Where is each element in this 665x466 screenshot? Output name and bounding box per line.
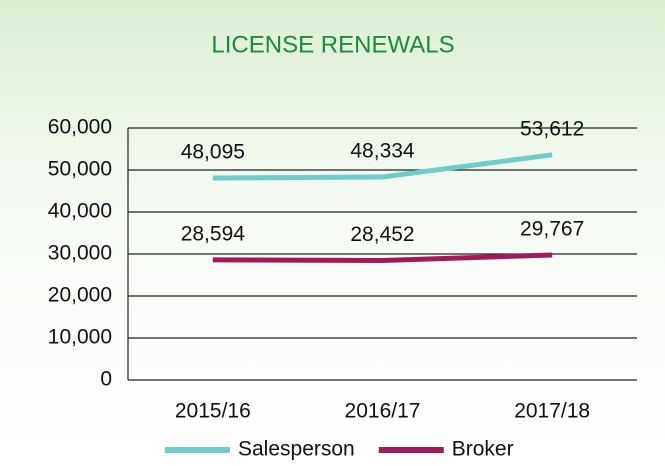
y-tick-label: 0 bbox=[100, 368, 112, 391]
y-tick-label: 50,000 bbox=[48, 158, 112, 181]
y-tick-label: 20,000 bbox=[48, 284, 112, 307]
y-tick-label: 40,000 bbox=[48, 200, 112, 223]
legend-label: Broker bbox=[452, 438, 514, 461]
x-tick-label: 2015/16 bbox=[175, 400, 251, 423]
data-label: 48,095 bbox=[181, 141, 245, 164]
data-label: 48,334 bbox=[350, 140, 415, 163]
x-tick-label: 2017/18 bbox=[514, 400, 590, 423]
data-label: 28,452 bbox=[350, 223, 414, 246]
data-label: 29,767 bbox=[520, 218, 584, 241]
y-tick-label: 60,000 bbox=[48, 116, 112, 139]
x-tick-label: 2016/17 bbox=[345, 400, 421, 423]
y-tick-label: 30,000 bbox=[48, 242, 112, 265]
chart-title: LICENSE RENEWALS bbox=[211, 31, 454, 58]
data-label: 53,612 bbox=[520, 117, 584, 140]
data-label: 28,594 bbox=[181, 222, 246, 245]
series-line bbox=[212, 252, 553, 264]
y-tick-label: 10,000 bbox=[48, 326, 112, 349]
series-line bbox=[212, 152, 553, 181]
legend-label: Salesperson bbox=[238, 438, 355, 461]
